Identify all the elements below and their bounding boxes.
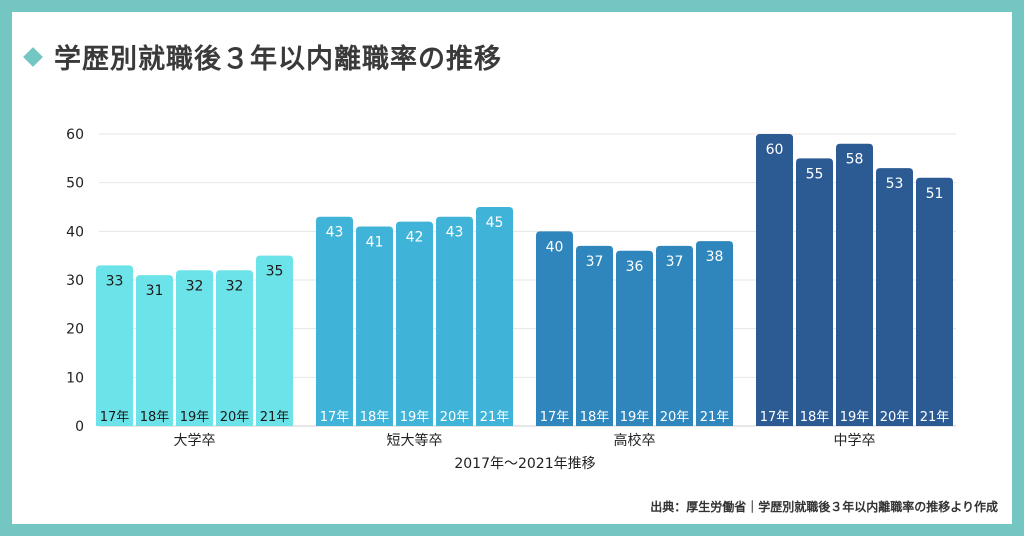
bar — [756, 134, 793, 426]
bar — [436, 216, 473, 426]
y-tick-label: 60 — [66, 127, 84, 143]
data-label: 32 — [226, 278, 244, 294]
year-label: 20年 — [220, 410, 250, 425]
data-label: 41 — [366, 234, 384, 250]
year-label: 19年 — [180, 410, 210, 425]
bar — [836, 143, 873, 426]
data-label: 58 — [846, 152, 864, 168]
bar — [256, 255, 293, 426]
year-label: 21年 — [480, 410, 510, 425]
data-label: 45 — [486, 215, 504, 231]
y-tick-label: 40 — [66, 224, 84, 240]
bar — [616, 250, 653, 426]
bar — [136, 275, 173, 426]
bar — [916, 177, 953, 426]
data-label: 42 — [406, 230, 424, 246]
year-label: 18年 — [580, 410, 610, 425]
year-label: 17年 — [540, 410, 570, 425]
y-tick-label: 30 — [66, 273, 84, 289]
category-label: 大学卒 — [174, 433, 216, 449]
data-label: 35 — [266, 264, 284, 280]
data-label: 37 — [586, 254, 604, 270]
y-tick-label: 0 — [75, 419, 84, 435]
bar — [576, 245, 613, 426]
year-label: 18年 — [360, 410, 390, 425]
year-label: 19年 — [400, 410, 430, 425]
data-label: 40 — [546, 239, 564, 255]
year-label: 21年 — [260, 410, 290, 425]
chart-card: 学歴別就職後３年以内離職率の推移 0 10 20 30 40 50 60 33 17年 31 18年… — [12, 12, 1012, 524]
data-label: 53 — [886, 176, 904, 192]
year-label: 17年 — [100, 410, 130, 425]
bar — [796, 158, 833, 427]
bar — [696, 241, 733, 426]
bar — [176, 270, 213, 426]
year-label: 18年 — [140, 410, 170, 425]
year-label: 21年 — [920, 410, 950, 425]
x-axis-title: 2017年～2021年推移 — [454, 456, 595, 472]
data-label: 36 — [626, 259, 644, 275]
data-label: 43 — [446, 225, 464, 241]
year-label: 20年 — [440, 410, 470, 425]
year-label: 19年 — [840, 410, 870, 425]
data-label: 55 — [806, 166, 824, 182]
category-label: 中学卒 — [834, 433, 876, 449]
category-label: 高校卒 — [614, 432, 656, 449]
y-tick-label: 50 — [66, 176, 84, 192]
data-label: 32 — [186, 278, 204, 294]
y-tick-label: 10 — [66, 370, 84, 386]
data-label: 37 — [666, 254, 684, 270]
category-label: 短大等卒 — [387, 432, 443, 449]
bar — [96, 265, 133, 426]
data-label: 51 — [926, 186, 944, 202]
year-label: 20年 — [880, 410, 910, 425]
bar — [536, 231, 573, 426]
year-label: 20年 — [660, 410, 690, 425]
data-label: 31 — [146, 283, 164, 299]
bar — [656, 245, 693, 426]
chart-title: 学歴別就職後３年以内離職率の推移 — [54, 44, 502, 75]
bar — [356, 226, 393, 426]
year-label: 18年 — [800, 410, 830, 425]
title-row: 学歴別就職後３年以内離職率の推移 — [20, 37, 502, 76]
bar — [216, 270, 253, 426]
data-label: 60 — [766, 142, 784, 158]
data-label: 38 — [706, 249, 724, 265]
bar — [396, 221, 433, 426]
bar-chart: 0 10 20 30 40 50 60 33 17年 31 18年 32 19年 32 20年 35 21年大学… — [66, 127, 956, 472]
year-label: 21年 — [700, 410, 730, 425]
bar — [876, 168, 913, 427]
data-label: 43 — [326, 225, 344, 241]
bar — [476, 207, 513, 426]
y-tick-label: 20 — [66, 322, 84, 338]
source-note: 出典：厚生労働省｜学歴別就職後３年以内離職率の推移より作成 — [650, 500, 998, 514]
bar — [316, 216, 353, 426]
year-label: 17年 — [320, 410, 350, 425]
data-label: 33 — [106, 273, 124, 289]
year-label: 19年 — [620, 410, 650, 425]
year-label: 17年 — [760, 410, 790, 425]
